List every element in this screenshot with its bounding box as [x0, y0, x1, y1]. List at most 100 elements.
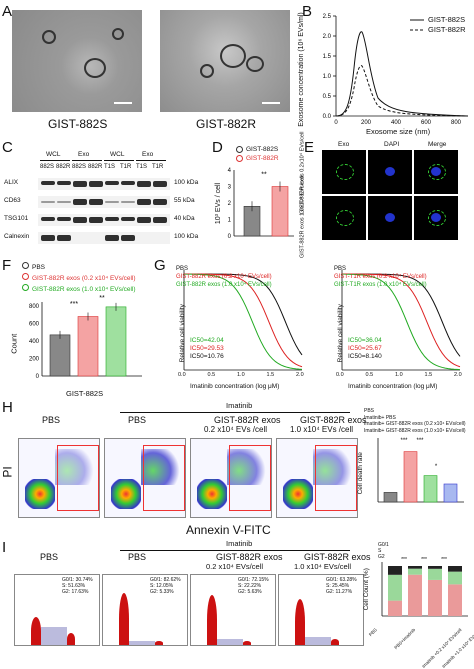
if-image-tile [414, 196, 458, 240]
i-bar-ylabel: Cell Count (%) [362, 568, 370, 611]
i-stat-label: G2: 17.63% [62, 589, 89, 595]
h-imatinib: Imatinib [226, 401, 253, 410]
i-xcat-label: PBS+Imatinib [393, 627, 417, 651]
d-ytick-label: 4 [228, 168, 232, 174]
wb-band [105, 181, 119, 185]
g-legend-item: PBS [334, 266, 347, 272]
wb-band [121, 181, 135, 185]
wb-band [105, 235, 119, 241]
f-legend-10-label: GIST-882R exos (1.0 x10⁴ EVs/cell) [32, 286, 136, 293]
wb-lane-label: 882R [88, 164, 103, 170]
exosome-vesicle [220, 44, 246, 68]
cell-death-bar-chart: *** **** [377, 438, 464, 503]
g-xtick-label: 0.0 [178, 372, 186, 378]
h-sig: *** [400, 438, 408, 444]
wb-group-line [136, 160, 166, 161]
panel-d-label: D [212, 139, 223, 156]
flow-population-apoptotic [227, 449, 267, 485]
scale-bar [262, 102, 280, 104]
if-image-tile [322, 196, 366, 240]
flow-population-apoptotic [141, 449, 181, 485]
h-plot-subtitle: 1.0 x10⁴ EVs /cell [290, 425, 354, 434]
panel-e-label: E [304, 139, 315, 156]
g-xtick-label: 1.0 [237, 372, 245, 378]
s-phase-region [217, 639, 243, 645]
kda-cd63: 55 kDa [174, 197, 195, 204]
i-sig: *** [421, 557, 427, 563]
h-ylabel-pi: PI [0, 466, 15, 478]
panel-i-label: I [2, 539, 7, 556]
d-legend-882s: GIST-882S [236, 146, 278, 154]
g-viability-curve [183, 273, 303, 370]
g-xtick-label: 1.5 [424, 372, 433, 378]
g01-peak [31, 617, 41, 645]
wb-band [153, 217, 167, 223]
b-xlabel: Exosome size (nm) [366, 127, 431, 136]
f-ytick-label: 600 [29, 322, 40, 328]
i-stat-label: G0/1: 63.28% [326, 577, 357, 583]
h-legend-item: Imatinib+ PBS [364, 414, 396, 421]
i-stack-segment [448, 584, 462, 616]
g-xlabel: Imatinib concentration (log μM) [190, 383, 280, 390]
legend-882r: GIST-882R [428, 25, 466, 34]
g-xtick-label: 2.0 [296, 372, 304, 378]
histogram-plot [278, 574, 364, 646]
if-image-tile [322, 150, 366, 194]
g-ic50-label: IC50=29.53 [190, 345, 224, 352]
wb-band [137, 217, 151, 223]
f-bar [77, 316, 99, 377]
h-bar-ylabel: Cell death rate [356, 452, 364, 495]
i-plot-subtitle: 0.2 x10⁴ EVs/cell [206, 562, 264, 571]
h-sig: *** [416, 438, 424, 444]
if-image-tile [414, 150, 458, 194]
wb-group-line [104, 160, 134, 161]
wb-band [41, 217, 55, 221]
b-ytick-label: 0.5 [323, 94, 332, 100]
h-bar [423, 475, 438, 503]
h-imatinib-line [120, 412, 350, 413]
wb-band [121, 217, 135, 221]
i-imatinib: Imatinib [226, 539, 253, 548]
b-ytick-label: 1.5 [323, 54, 332, 60]
f-bar [49, 334, 71, 377]
b-xtick-label: 200 [361, 120, 372, 126]
d-ytick-label: 3 [228, 185, 232, 191]
g-legend-item: GIST-882R exos (1.0 x10⁴ EVs/cell) [176, 282, 272, 288]
g01-peak [207, 595, 217, 645]
h-bar [383, 492, 398, 503]
f-legend-02-label: GIST-882R exos (0.2 x10⁴ EVs/cell) [32, 275, 136, 282]
i-stack-segment [388, 600, 402, 616]
panel-b-label: B [302, 3, 313, 20]
kda-calnexin: 100 kDa [174, 233, 199, 240]
h-legend-item: Imatinib+ GIST-882R exos (0.2 x10⁴ EVs/c… [364, 421, 466, 427]
g2-peak [331, 639, 339, 645]
if-exo-signal [336, 164, 354, 180]
flow-population-live [283, 479, 313, 509]
row-label-tsg101: TSG101 [4, 215, 29, 222]
g-xtick-label: 0.5 [365, 372, 374, 378]
wb-lane-label: T1S [104, 164, 116, 170]
i-legend-item: G0/1 [378, 542, 389, 548]
f-ytick-label: 800 [29, 304, 40, 310]
i-stack-segment [388, 574, 402, 601]
d-ytick-label: 2 [228, 201, 232, 207]
i-plot-title: GIST-882R exos [216, 552, 283, 562]
f-legend-item-02: GIST-882R exos (0.2 x10⁴ EVs/cell) [22, 273, 136, 284]
i-sig: *** [401, 557, 407, 563]
panel-f-label: F [2, 257, 12, 274]
g-viability-curve [341, 273, 461, 371]
wb-band [121, 235, 135, 241]
i-stat-label: G0/1: 72.15% [238, 577, 269, 583]
exosome-vesicle [84, 58, 106, 78]
h-plot-subtitle: 0.2 x10⁴ EVs /cell [204, 425, 268, 434]
wb-band [153, 199, 167, 205]
b-xtick-label: 400 [391, 120, 402, 126]
i-stack-segment [448, 566, 462, 572]
g-legend-item: GIST-T1R exos (0.2 x10⁴ EVs/cell) [334, 274, 427, 280]
d-ytick-label: 0 [228, 234, 232, 240]
wb-band [137, 199, 151, 205]
g-xtick-label: 0.5 [207, 372, 216, 378]
g-ic50-label: IC50=25.67 [348, 345, 382, 352]
wb-lane-label: T1R [120, 164, 132, 170]
wb-band [89, 181, 103, 187]
